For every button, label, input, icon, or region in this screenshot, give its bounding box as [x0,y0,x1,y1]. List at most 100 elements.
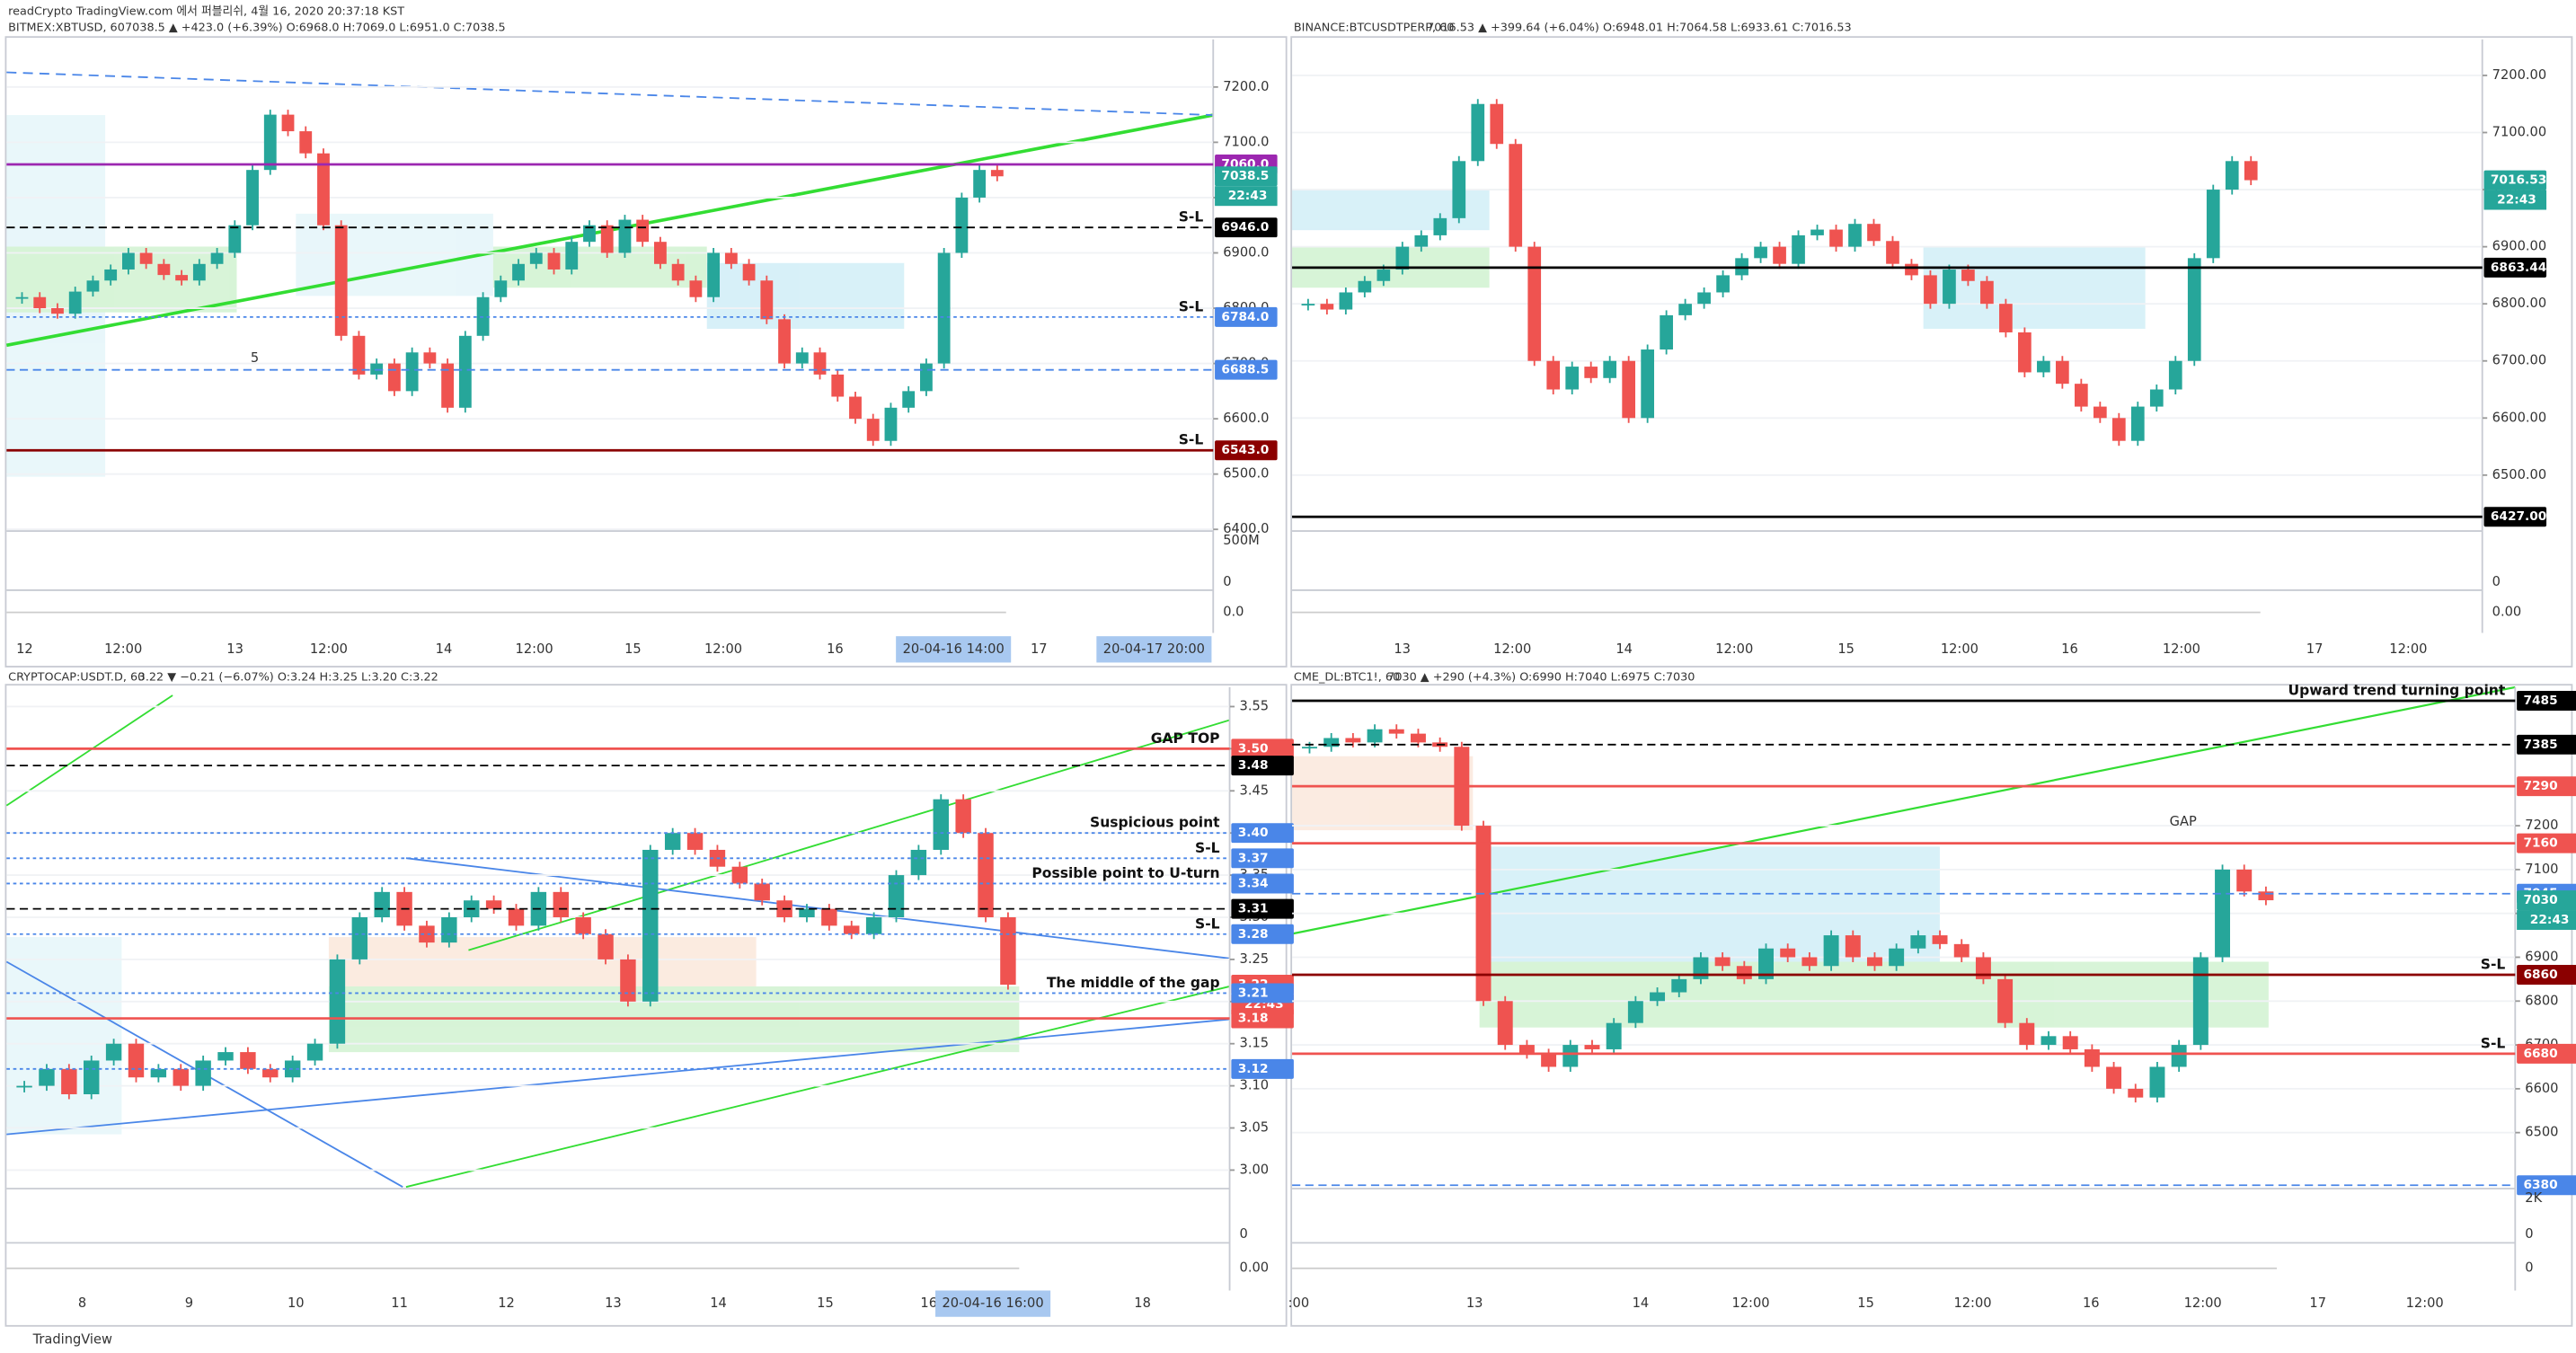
candle [1671,978,1687,993]
candle [2037,360,2050,373]
price-tag-label: 6543.0 [1221,443,1269,457]
candle [724,252,738,264]
price-tag [2483,170,2547,190]
candle [240,1052,256,1069]
candle [978,833,994,917]
trendline [468,719,1230,951]
price-tag-label: 3.34 [1238,876,1269,890]
time-label: 15 [1837,641,1855,657]
candle [329,959,346,1044]
candle [1546,360,1561,390]
candle [1490,103,1504,145]
candle [1848,224,1862,247]
y-tick-label: 6500 [2525,1125,2558,1140]
candle [1339,292,1353,310]
candle [1810,229,1824,235]
candle [1754,246,1767,259]
y-tick-label: 3.55 [1240,698,1270,713]
candle [2168,360,2182,390]
candle [1606,1022,1622,1049]
cloud [706,262,905,329]
time-label: 10 [288,1296,305,1311]
candle [1660,314,1673,350]
time-label: 12:00 [1493,641,1531,657]
candle [2084,1048,2100,1067]
candle [1953,943,1970,958]
time-label: 14 [710,1296,727,1311]
time-label: 12:00 [1953,1296,1991,1311]
candle [1367,729,1383,743]
price-tag-label: 3.31 [1238,902,1269,916]
candle [306,1043,323,1061]
y-tick-label: 6800.00 [2492,296,2546,311]
candle [707,252,721,297]
candle [920,363,933,392]
time-label: 12:00 [704,641,742,657]
price-tag [2483,257,2547,278]
y-tick-label: 6600.00 [2492,410,2546,425]
candle [2106,1066,2122,1089]
price-tag [1231,1058,1294,1079]
candle [760,280,774,320]
y-tick-label: 6800 [2525,993,2558,1008]
candle [1641,349,1654,419]
candle [849,396,862,420]
time-label: 12:00 [1941,641,1978,657]
candle [1780,948,1796,958]
candle [2149,1066,2165,1098]
candle [1622,360,1636,419]
y-tick-label: 6600.0 [1223,411,1269,426]
candle [754,883,770,901]
time-label: :00 [1288,1296,1310,1311]
y-tick-label: 3.25 [1240,951,1270,967]
y-tick-label: 6900 [2525,949,2558,964]
candle [1541,1053,1557,1067]
candle [1932,935,1948,944]
level-note: Possible point to U-turn [1031,865,1219,881]
candle [565,242,579,270]
time-label: 12:00 [2163,641,2200,657]
candle [1323,738,1340,747]
candle [1867,224,1881,242]
candle [1889,948,1905,967]
macd-axis-label: 0.00 [2492,605,2522,620]
candle [16,1085,32,1088]
candle [1714,957,1731,967]
price-tag [1231,898,1294,919]
candle [263,114,277,171]
candle [2244,161,2258,181]
price-tag-label: 3.18 [1238,1012,1269,1026]
candle [2192,957,2209,1046]
candle [1475,826,1492,1002]
time-label: 13 [1394,641,1411,657]
candle [973,170,987,198]
trendlines [5,71,2516,1189]
candle [15,296,29,299]
candle [351,916,368,959]
y-tick-label: 6700.00 [2492,353,2546,368]
price-tag-label: 3.21 [1238,986,1269,1000]
y-tick-label: 7100.0 [1223,134,1269,149]
price-tag [1215,166,1278,187]
candle [2206,190,2220,259]
candle [68,291,82,314]
candle [1943,270,1956,305]
candle [334,225,348,336]
candle [742,263,756,281]
candle [405,352,419,392]
time-label: 12:00 [2406,1296,2444,1311]
level-note: S-L [1179,298,1204,314]
candle [884,407,898,441]
price-tag-label: 6863.44 [2491,261,2546,275]
candle [1736,966,1752,979]
price-tag-label: 7016.53 [2491,173,2546,188]
candle [86,280,100,292]
time-label: 8 [78,1296,86,1311]
cloud [6,115,106,477]
time-label: 12:00 [2389,641,2427,657]
price-tag [1231,873,1294,894]
countdown-label: 22:43 [2497,193,2536,208]
candle [731,866,748,884]
macd-axis-label: 0.00 [1240,1260,1270,1276]
